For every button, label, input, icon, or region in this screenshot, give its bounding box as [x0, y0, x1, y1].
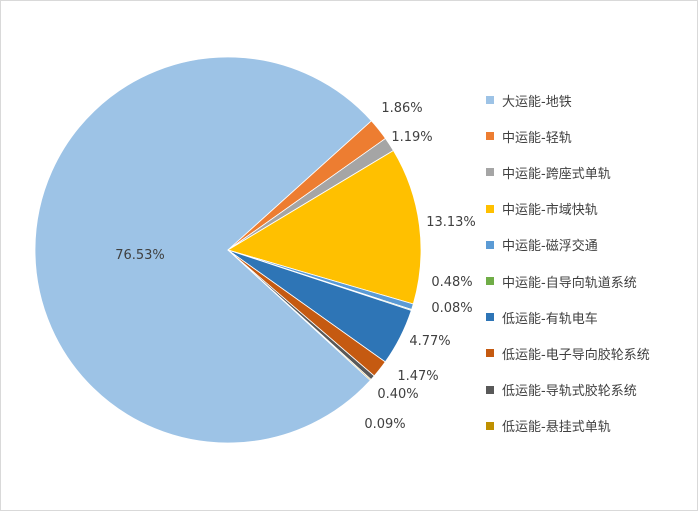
- data-label-2: 1.86%: [381, 101, 422, 116]
- legend-swatch: [486, 132, 494, 141]
- legend-label: 低运能-悬挂式单轨: [502, 420, 611, 436]
- data-label-5: 0.48%: [431, 275, 472, 290]
- legend-item-6: 中运能-自导向轨道系统: [486, 263, 691, 299]
- legend-item-9: 低运能-导轨式胶轮系统: [486, 372, 691, 408]
- pie-slice-4: [227, 149, 422, 305]
- data-label-8: 1.47%: [397, 369, 438, 384]
- legend-item-10: 低运能-悬挂式单轨: [486, 408, 691, 444]
- legend-swatch: [486, 421, 494, 430]
- legend-label: 中运能-自导向轨道系统: [502, 275, 637, 291]
- legend-swatch: [486, 277, 494, 286]
- pie-slice-1: [34, 56, 372, 444]
- legend-swatch: [486, 385, 494, 394]
- data-label-1: 76.53%: [115, 248, 165, 263]
- legend-label: 中运能-轻轨: [502, 130, 572, 146]
- legend-swatch: [486, 168, 494, 177]
- legend-swatch: [486, 96, 494, 105]
- data-label-10: 0.09%: [364, 417, 405, 432]
- data-label-7: 4.77%: [409, 334, 450, 349]
- legend-label: 中运能-跨座式单轨: [502, 166, 611, 182]
- legend-label: 大运能-地铁: [502, 94, 572, 110]
- legend-item-7: 低运能-有轨电车: [486, 299, 691, 335]
- legend-item-3: 中运能-跨座式单轨: [486, 154, 691, 190]
- legend-item-1: 大运能-地铁: [486, 82, 691, 118]
- legend-item-4: 中运能-市域快轨: [486, 191, 691, 227]
- legend-swatch: [486, 349, 494, 358]
- legend-label: 低运能-电子导向胶轮系统: [502, 347, 650, 363]
- legend-item-5: 中运能-磁浮交通: [486, 227, 691, 263]
- legend-label: 低运能-导轨式胶轮系统: [502, 384, 637, 400]
- chart-legend: 大运能-地铁 中运能-轻轨中运能-跨座式单轨 中运能-市域快轨 中运能-磁浮交通中运能…: [486, 82, 691, 444]
- pie-slice-10: [227, 249, 372, 381]
- legend-label: 低运能-有轨电车: [502, 311, 598, 327]
- data-label-9: 0.40%: [377, 387, 418, 402]
- data-label-3: 1.19%: [391, 130, 432, 145]
- data-label-6: 0.08%: [431, 301, 472, 316]
- data-label-4: 13.13%: [426, 215, 476, 230]
- legend-swatch: [486, 313, 494, 322]
- legend-label: 中运能-市域快轨: [502, 203, 598, 219]
- legend-swatch: [486, 240, 494, 249]
- legend-swatch: [486, 204, 494, 213]
- legend-item-8: 低运能-电子导向胶轮系统: [486, 335, 691, 371]
- legend-item-2: 中运能-轻轨: [486, 118, 691, 154]
- legend-label: 中运能-磁浮交通: [502, 239, 598, 255]
